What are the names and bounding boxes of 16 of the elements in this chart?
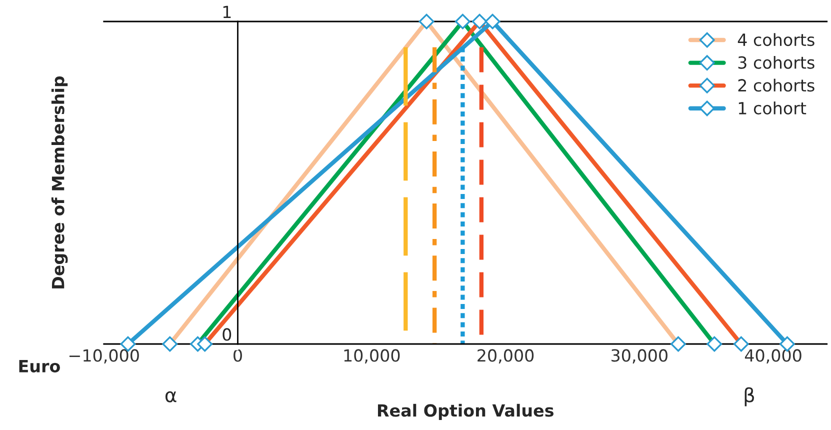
x-tick-label: 0 — [234, 349, 242, 362]
x-tick-label: −10,000 — [70, 349, 139, 364]
legend-label: 4 cohorts — [738, 33, 814, 46]
text: Euro — [19, 360, 60, 372]
legend-label: 1 cohort — [738, 102, 806, 114]
y-axis-title: Degree of Membership — [51, 76, 68, 288]
x-tick-label: 10,000 — [344, 349, 400, 364]
legend-label: 3 cohorts — [738, 56, 814, 69]
x-tick-label: 40,000 — [744, 349, 802, 364]
x-tick-label: 20,000 — [478, 349, 534, 364]
x-axis-title: Real Option Values — [378, 404, 554, 420]
y-tick-label: 1 — [223, 6, 231, 18]
x-tick-label: 30,000 — [612, 349, 668, 364]
legend-label: 2 cohorts — [738, 78, 814, 92]
annotation: β — [744, 387, 754, 406]
annotation: α — [165, 391, 176, 402]
